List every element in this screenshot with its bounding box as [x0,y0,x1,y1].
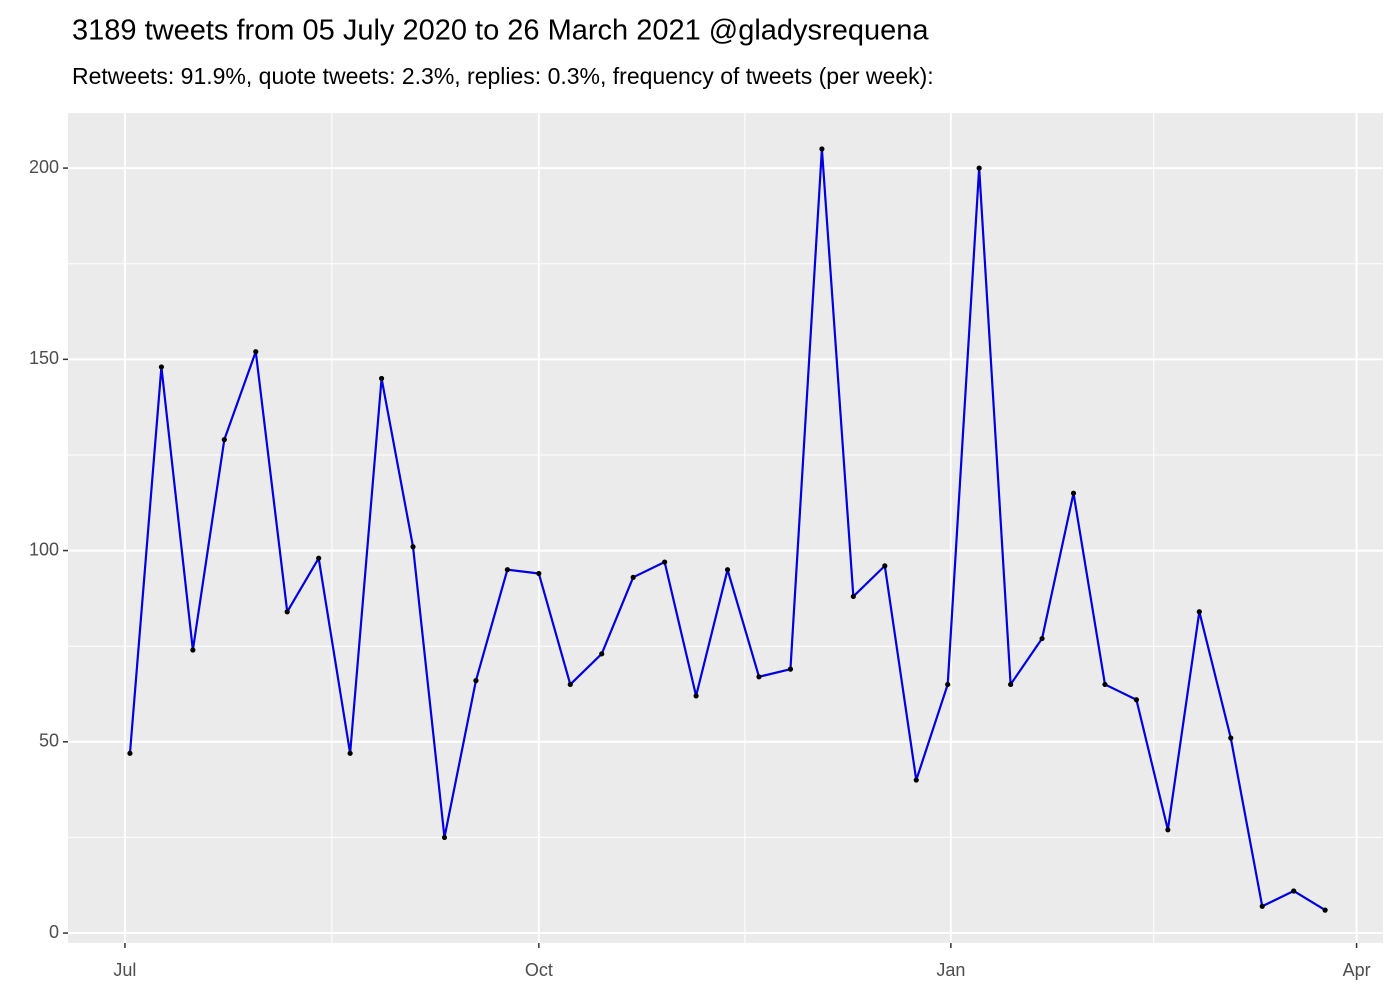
data-point [913,777,919,783]
data-point [724,567,731,573]
data-point [567,681,573,688]
data-point [473,678,479,684]
data-point [662,559,668,565]
data-point [599,651,605,657]
data-point [1228,735,1234,741]
y-tick-label: 100 [29,539,59,559]
chart-title: 3189 tweets from 05 July 2020 to 26 Marc… [72,15,929,47]
data-point [787,666,794,672]
data-point [1291,888,1297,894]
data-point [127,750,133,756]
data-point [945,681,951,688]
panel [68,113,1383,943]
data-point [410,544,416,550]
data-point [976,165,982,171]
data-point [1133,697,1140,703]
y-tick-label: 0 [49,922,59,942]
data-point [158,364,165,370]
data-point [1322,907,1328,913]
y-tick-label: 50 [39,731,59,751]
data-point [693,693,699,699]
data-point [1259,903,1265,909]
data-point [378,375,385,382]
data-point [756,674,762,680]
x-tick-label: Jul [113,960,136,980]
data-point [504,567,510,573]
data-point [536,570,542,577]
data-point [221,437,227,443]
data-point [190,647,196,653]
data-point [253,349,259,355]
x-tick-label: Jan [936,960,965,980]
data-point [1070,490,1077,496]
data-point [630,574,636,580]
x-tick-label: Apr [1343,960,1371,980]
data-point [819,146,825,152]
chart-subtitle: Retweets: 91.9%, quote tweets: 2.3%, rep… [72,63,934,89]
y-tick-label: 150 [29,348,59,368]
data-point [850,593,856,600]
data-point [882,563,888,569]
data-point [1196,609,1202,615]
x-tick-label: Oct [525,960,553,980]
data-point [441,834,448,841]
y-tick-label: 200 [29,157,59,177]
data-point [1008,681,1014,688]
data-point [347,750,353,756]
data-point [316,555,322,561]
data-point [1102,681,1108,688]
data-point [284,609,290,615]
data-point [1039,635,1045,642]
data-point [1165,827,1171,833]
